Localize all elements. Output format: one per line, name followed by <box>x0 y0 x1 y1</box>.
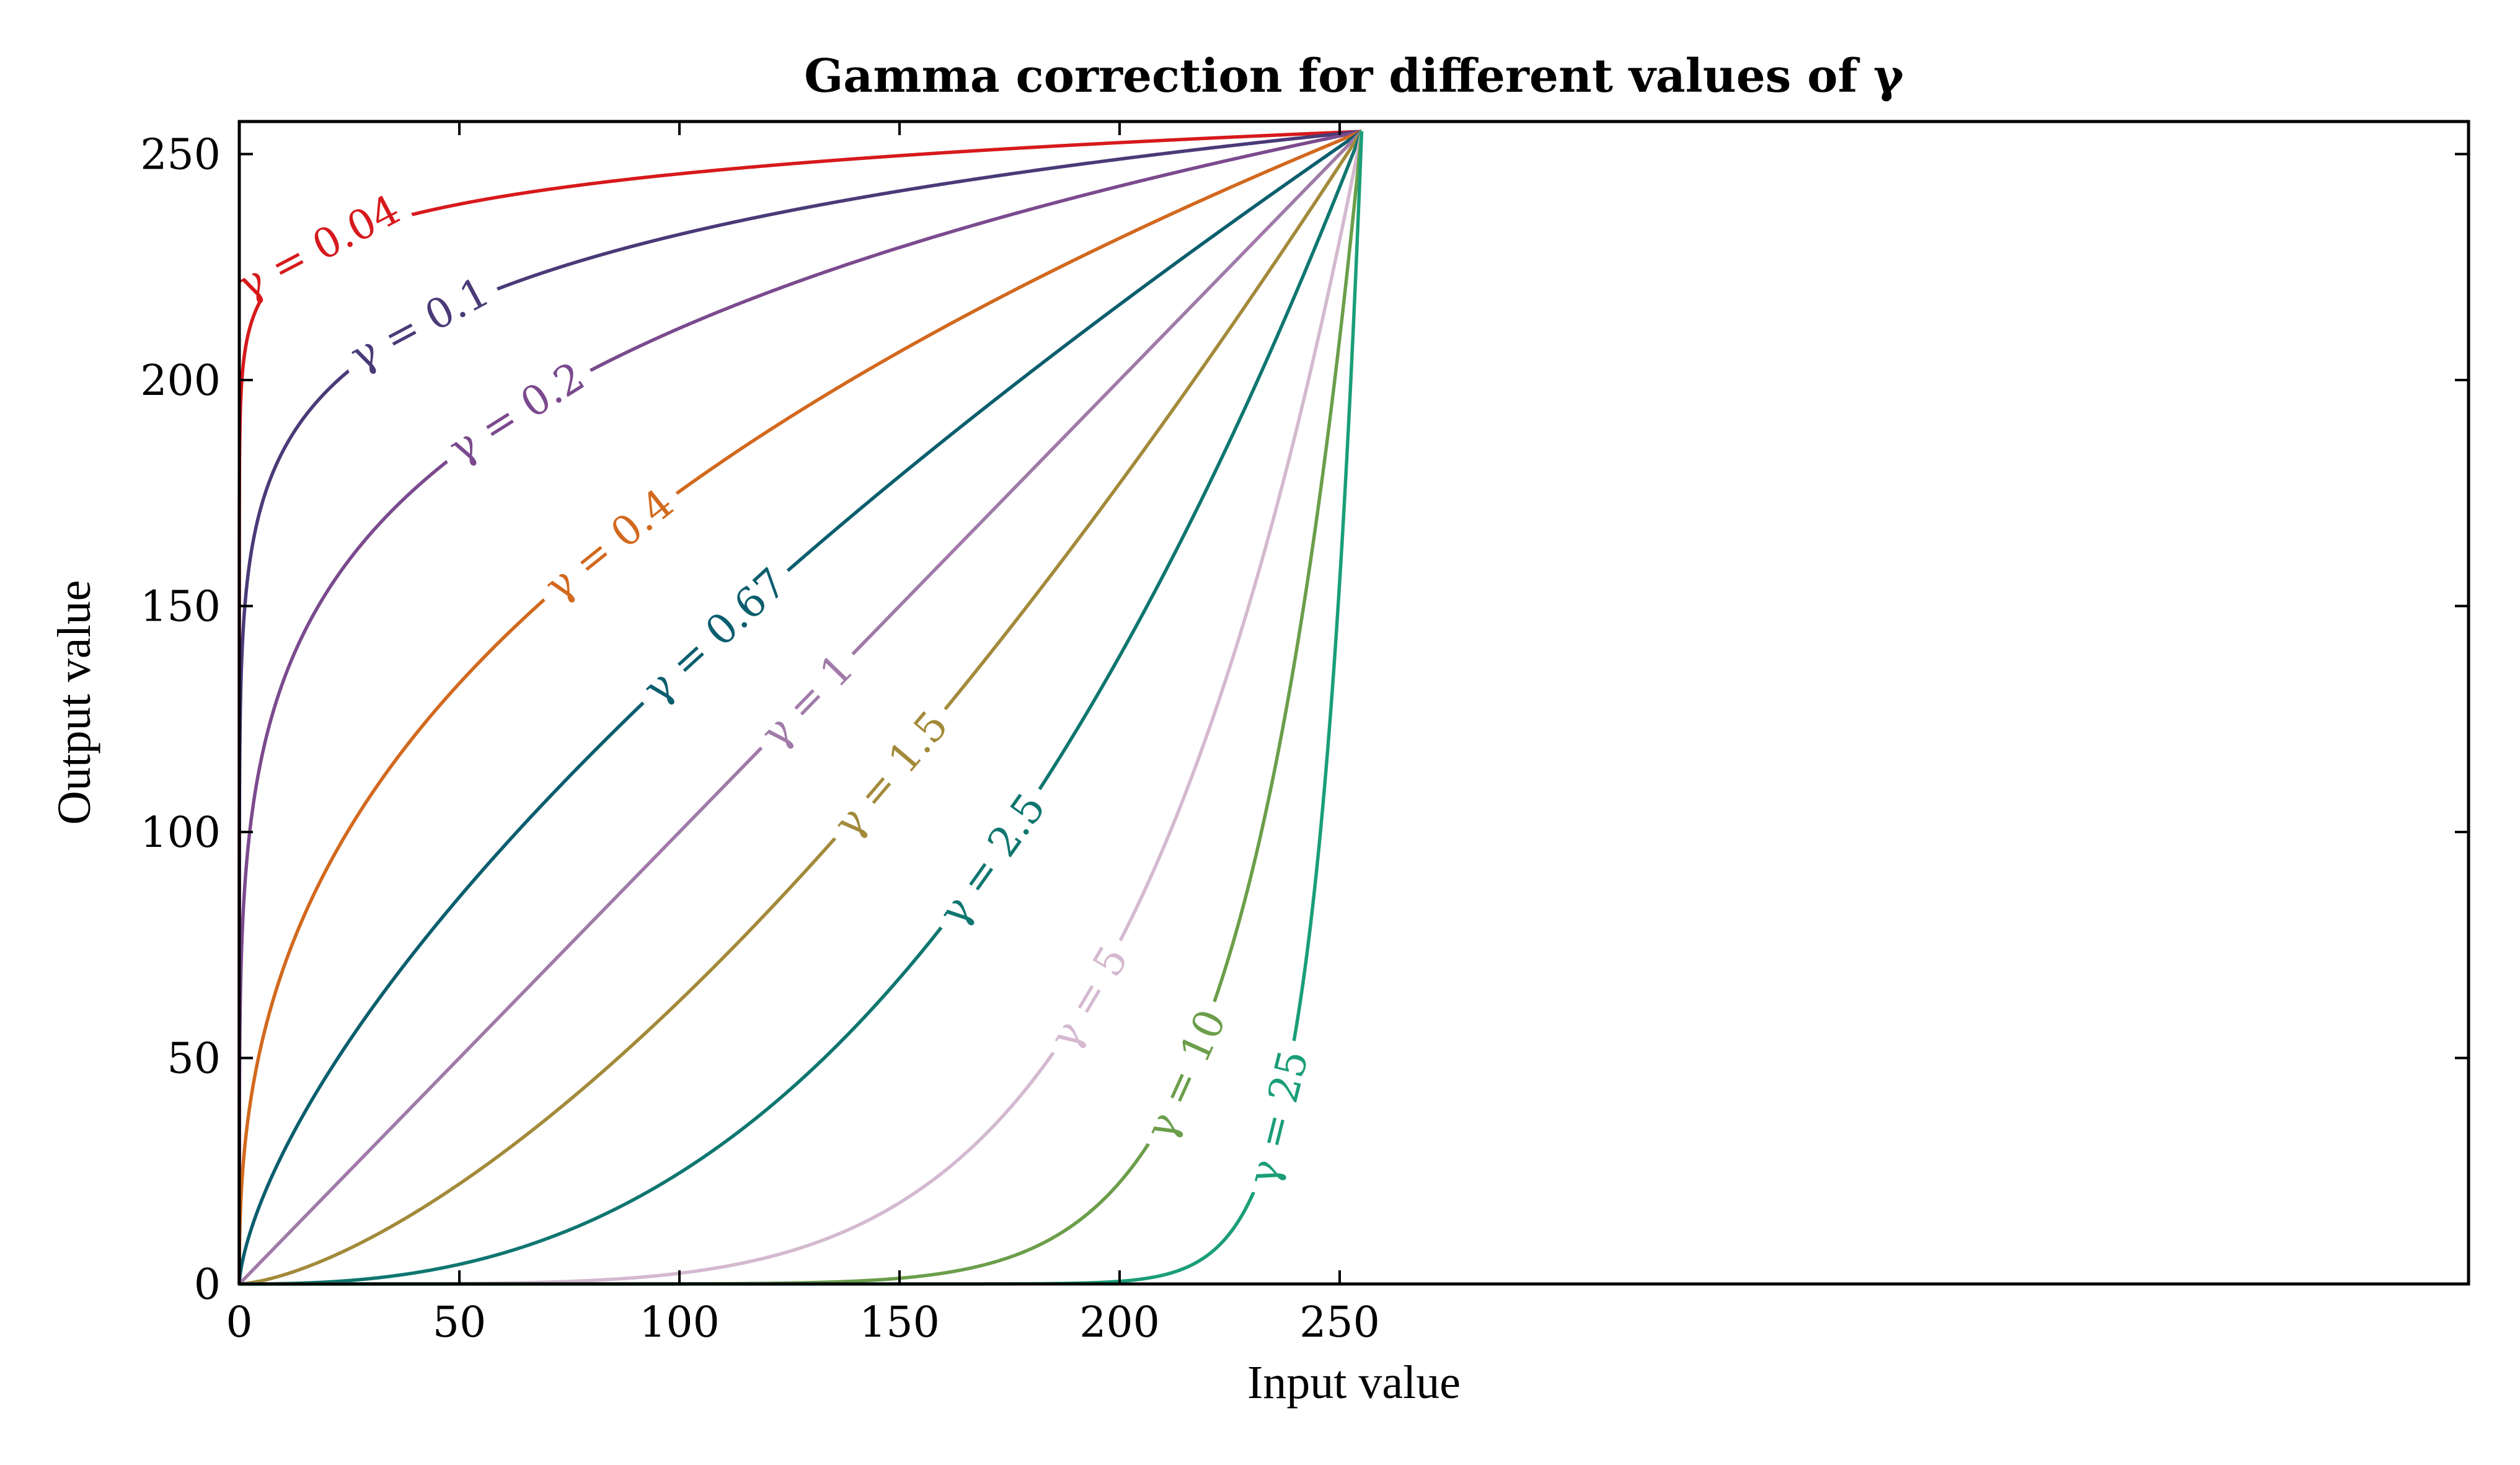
y-axis-label: Output value <box>48 580 100 825</box>
curve-gamma-5 <box>239 130 1364 1286</box>
curve-label-gamma-2-5: γ = 2.5 <box>929 785 1055 935</box>
curve-label-gap <box>1134 994 1237 1154</box>
curve-label-gap <box>434 350 599 475</box>
curve-gamma-1-5 <box>239 130 1364 1286</box>
x-axis-label: Input value <box>1247 1357 1461 1409</box>
chart-title: Gamma correction for different values of… <box>804 50 1904 103</box>
curve-label-gap <box>820 696 962 852</box>
x-tick-label: 0 <box>226 1298 252 1347</box>
curve-gamma-0-2 <box>237 130 1363 1284</box>
curve-label-gap <box>926 778 1058 941</box>
curve-label-gamma-0-67: γ = 0.67 <box>634 559 795 713</box>
curve-label-gamma-25: γ = 25 <box>1238 1045 1317 1190</box>
x-tick-label: 150 <box>859 1298 940 1347</box>
curve-label-gamma-0-04: γ = 0.04 <box>229 185 407 309</box>
curve-label-gamma-1-5: γ = 1.5 <box>824 702 957 847</box>
curve-gamma-0-4 <box>237 130 1363 1286</box>
y-tick-label: 150 <box>140 583 221 632</box>
curve-label-gap <box>335 266 505 382</box>
curve-label-gamma-0-4: γ = 0.4 <box>536 479 683 610</box>
curve-label-gamma-0-1: γ = 0.1 <box>342 268 497 380</box>
y-axis-ticks: 0 50 100 150 200 250 <box>140 131 2469 1309</box>
curve-label-gamma-5: γ = 5 <box>1040 938 1138 1058</box>
curve-label-gap <box>530 476 688 614</box>
x-tick-label: 250 <box>1299 1298 1380 1347</box>
y-tick-label: 0 <box>194 1260 221 1309</box>
curve-gamma-2-5 <box>239 130 1364 1286</box>
curve-label-gap <box>222 184 415 311</box>
y-tick-label: 50 <box>167 1035 221 1084</box>
curve-label-gap <box>629 555 801 717</box>
curve-label-gap <box>1038 931 1139 1064</box>
curve-label-gap <box>1239 1037 1317 1199</box>
curve-labels-group: γ = 0.04γ = 0.1γ = 0.2γ = 0.4γ = 0.67γ =… <box>222 184 1318 1199</box>
curve-label-gap <box>747 640 867 762</box>
y-tick-label: 200 <box>140 356 221 405</box>
y-tick-label: 250 <box>140 131 221 180</box>
y-tick-label: 100 <box>140 808 221 857</box>
x-tick-label: 200 <box>1079 1298 1160 1347</box>
x-tick-label: 100 <box>639 1298 720 1347</box>
curve-label-gamma-10: γ = 10 <box>1136 1002 1236 1147</box>
x-tick-label: 50 <box>433 1298 487 1347</box>
x-axis-ticks: 0 50 100 150 200 250 <box>226 122 1380 1347</box>
plot-frame <box>237 120 2470 1286</box>
curve-gamma-0-67 <box>237 130 1363 1286</box>
curve-label-gamma-0-2: γ = 0.2 <box>441 353 593 473</box>
